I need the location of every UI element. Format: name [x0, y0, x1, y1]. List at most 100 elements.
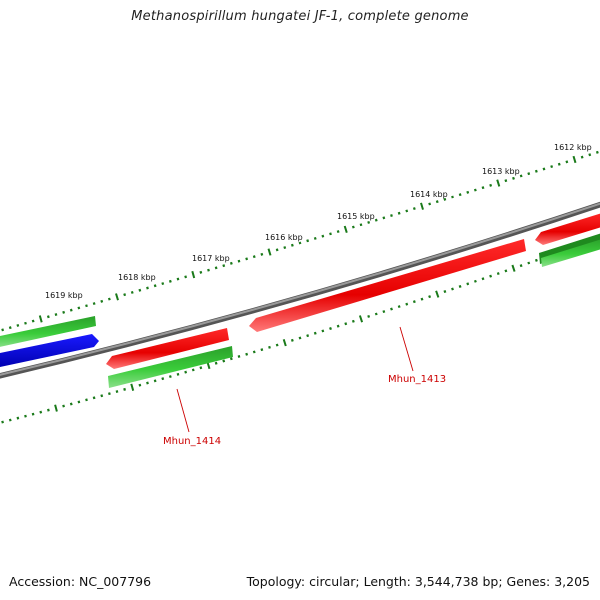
inner-ruler-minor-tick — [8, 418, 12, 422]
outer-ruler-minor-tick — [397, 211, 401, 215]
ruler-label-1617: 1617 kbp — [192, 254, 230, 263]
outer-ruler-minor-tick — [390, 214, 393, 217]
ruler-label-1615: 1615 kbp — [337, 212, 375, 221]
inner-ruler-minor-tick — [1, 420, 4, 424]
outer-ruler-minor-tick — [473, 188, 477, 192]
inner-ruler-minor-tick — [344, 322, 348, 326]
outer-ruler-minor-tick — [351, 225, 355, 229]
outer-ruler-minor-tick — [336, 230, 340, 234]
outer-ruler-minor-tick — [199, 270, 203, 274]
inner-ruler-minor-tick — [374, 312, 378, 316]
outer-ruler-minor-tick — [92, 302, 96, 306]
outer-ruler-major-tick — [38, 315, 43, 323]
inner-ruler-minor-tick — [298, 336, 302, 340]
outer-ruler-minor-tick — [359, 223, 363, 227]
inner-ruler-minor-tick — [199, 366, 203, 370]
outer-ruler-minor-tick — [428, 202, 432, 206]
inner-ruler-minor-tick — [252, 350, 256, 354]
inner-ruler-minor-tick — [504, 269, 508, 273]
outer-ruler-minor-tick — [54, 313, 58, 316]
blue-feature-left — [0, 334, 99, 367]
outer-ruler-minor-tick — [260, 252, 264, 256]
outer-ruler-minor-tick — [527, 172, 531, 176]
inner-ruler-minor-tick — [229, 357, 233, 361]
gene-label-mhun-1413: Mhun_1413 — [388, 374, 446, 385]
outer-ruler-minor-tick — [283, 246, 287, 250]
gene-mhun-1414 — [106, 328, 229, 369]
outer-ruler-minor-tick — [222, 264, 226, 268]
inner-ruler-minor-tick — [527, 261, 531, 265]
inner-ruler-minor-tick — [153, 379, 157, 383]
outer-ruler-minor-tick — [550, 165, 554, 169]
outer-ruler-minor-tick — [405, 209, 409, 213]
inner-ruler-minor-tick — [92, 396, 96, 400]
outer-ruler-minor-tick — [512, 176, 515, 180]
outer-ruler-minor-tick — [580, 155, 584, 159]
outer-ruler-minor-tick — [207, 268, 210, 272]
outer-ruler-minor-tick — [16, 323, 20, 327]
ruler-label-1612: 1612 kbp — [554, 143, 592, 152]
outer-ruler-minor-tick — [107, 297, 111, 301]
outer-ruler-minor-tick — [245, 257, 249, 261]
outer-ruler-minor-tick — [374, 218, 378, 222]
inner-ruler-minor-tick — [473, 279, 477, 283]
inner-ruler-minor-tick — [412, 300, 416, 304]
outer-ruler-major-tick — [420, 202, 424, 210]
inner-ruler-major-tick — [130, 383, 135, 391]
inner-ruler-minor-tick — [443, 290, 447, 294]
outer-ruler-minor-tick — [367, 220, 371, 224]
outer-ruler-minor-tick — [229, 261, 233, 265]
outer-ruler-minor-tick — [412, 207, 416, 211]
outer-ruler-minor-tick — [146, 286, 149, 290]
outer-ruler-minor-tick — [161, 282, 165, 286]
inner-ruler-minor-tick — [146, 381, 149, 385]
inner-ruler-minor-tick — [161, 377, 165, 381]
outer-ruler-minor-tick — [62, 310, 66, 314]
inner-ruler-minor-tick — [367, 314, 371, 318]
outer-ruler-minor-tick — [31, 319, 35, 323]
outer-ruler-minor-tick — [458, 193, 462, 197]
outer-ruler-minor-tick — [588, 153, 592, 157]
outer-ruler-minor-tick — [466, 190, 470, 194]
inner-ruler-major-tick — [358, 315, 364, 323]
outer-ruler-minor-tick — [321, 234, 325, 238]
outer-ruler-minor-tick — [504, 179, 508, 183]
inner-ruler-minor-tick — [351, 319, 355, 323]
inner-ruler-minor-tick — [77, 400, 81, 404]
outer-ruler-minor-tick — [237, 259, 241, 263]
gene-mhun-1413 — [249, 239, 526, 332]
inner-ruler-minor-tick — [321, 329, 325, 333]
inner-ruler-minor-tick — [24, 414, 27, 418]
inner-ruler-minor-tick — [306, 334, 310, 338]
inner-ruler-minor-tick — [222, 359, 226, 363]
outer-ruler-minor-tick — [77, 306, 81, 310]
inner-ruler-minor-tick — [489, 274, 493, 278]
outer-ruler-minor-tick — [519, 174, 523, 178]
green-feature-mhun-1414 — [108, 346, 233, 388]
outer-ruler-minor-tick — [168, 279, 172, 283]
outer-ruler-minor-tick — [123, 293, 127, 297]
inner-ruler-minor-tick — [245, 352, 249, 356]
inner-ruler-minor-tick — [191, 368, 195, 372]
outer-ruler-major-tick — [572, 155, 577, 164]
outer-ruler-major-tick — [191, 270, 196, 279]
outer-ruler-minor-tick — [85, 304, 88, 308]
inner-ruler-minor-tick — [85, 398, 88, 402]
outer-ruler-major-tick — [496, 179, 501, 187]
gene-right-edge — [535, 213, 600, 245]
outer-ruler-minor-tick — [69, 308, 73, 312]
outer-ruler-minor-tick — [595, 150, 599, 154]
inner-ruler-minor-tick — [405, 302, 409, 306]
inner-ruler-major-tick — [511, 264, 516, 272]
inner-ruler-minor-tick — [176, 372, 180, 376]
outer-ruler-minor-tick — [290, 243, 294, 247]
inner-ruler-minor-tick — [397, 305, 401, 309]
ruler-label-1619: 1619 kbp — [45, 291, 83, 300]
inner-ruler-major-tick — [54, 404, 58, 412]
inner-ruler-minor-tick — [275, 343, 279, 347]
genome-backbone — [0, 201, 600, 379]
ruler-label-1616: 1616 kbp — [265, 233, 303, 242]
outer-ruler-minor-tick — [8, 326, 12, 330]
outer-ruler-minor-tick — [534, 169, 538, 173]
outer-ruler-major-tick — [115, 293, 119, 301]
